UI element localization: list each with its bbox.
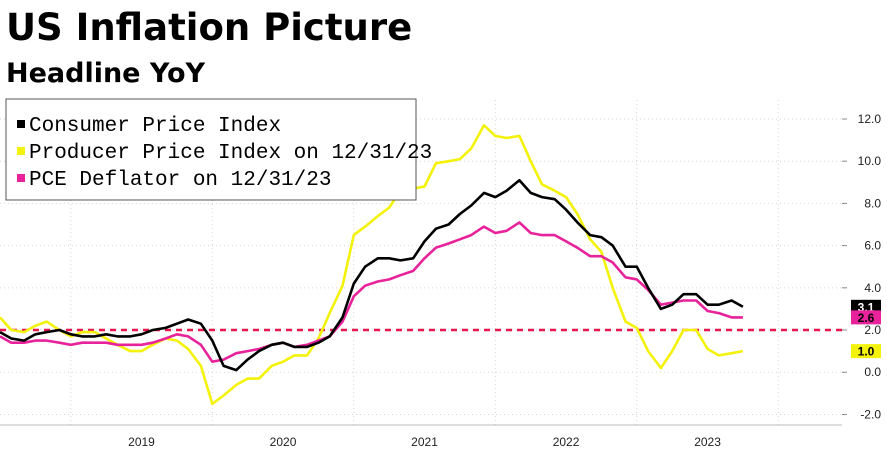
series-line-2 [0, 221, 743, 364]
y-axis: 12.0 10.0 8.0 6.0 4.0 2.0 0.0 -2.0 [842, 112, 881, 421]
chart-subtitle: Headline YoY [6, 58, 206, 89]
x-tick-label: 2019 [128, 435, 155, 449]
y-tick-label: 6.0 [864, 239, 881, 253]
x-tick-label: 2023 [694, 435, 721, 449]
legend-box [5, 98, 417, 201]
y-tick-label: 0.0 [864, 365, 881, 379]
end-tag-2: 2.6 [851, 310, 881, 325]
x-tick-label: 2020 [270, 435, 297, 449]
chart-title: US Inflation Picture [6, 6, 412, 49]
legend-items: Consumer Price Index Producer Price Index… [17, 115, 432, 192]
series-line-1 [0, 124, 744, 406]
y-tick-label: 4.0 [864, 281, 881, 295]
legend-swatch [17, 174, 25, 182]
legend-label: Producer Price Index on 12/31/23 [29, 142, 432, 165]
y-tick-label: 8.0 [864, 196, 881, 210]
y-tick-label: 10.0 [858, 154, 882, 168]
x-tick-label: 2022 [553, 435, 580, 449]
x-axis: 2019 2020 2021 2022 2023 [128, 435, 721, 449]
end-tag-value: 2.6 [858, 311, 875, 325]
legend: Consumer Price Index Producer Price Index… [5, 98, 432, 201]
y-tick-label: 2.0 [864, 323, 881, 337]
series-layer [0, 124, 744, 406]
legend-label: Consumer Price Index [29, 115, 281, 138]
y-tick-label: -2.0 [860, 407, 881, 421]
legend-swatch [17, 120, 25, 128]
end-tag-bg [851, 344, 881, 359]
end-tag-1: 1.0 [851, 344, 881, 359]
legend-label: PCE Deflator on 12/31/23 [29, 169, 331, 192]
end-tag-bg [851, 299, 881, 314]
series-line-0 [0, 178, 744, 372]
end-value-tags: 3.11.02.6 [851, 299, 881, 359]
legend-swatch [17, 147, 25, 155]
end-tag-value: 1.0 [858, 345, 875, 359]
end-tag-bg [851, 310, 881, 325]
x-tick-label: 2021 [411, 435, 438, 449]
y-tick-label: 12.0 [858, 112, 882, 126]
